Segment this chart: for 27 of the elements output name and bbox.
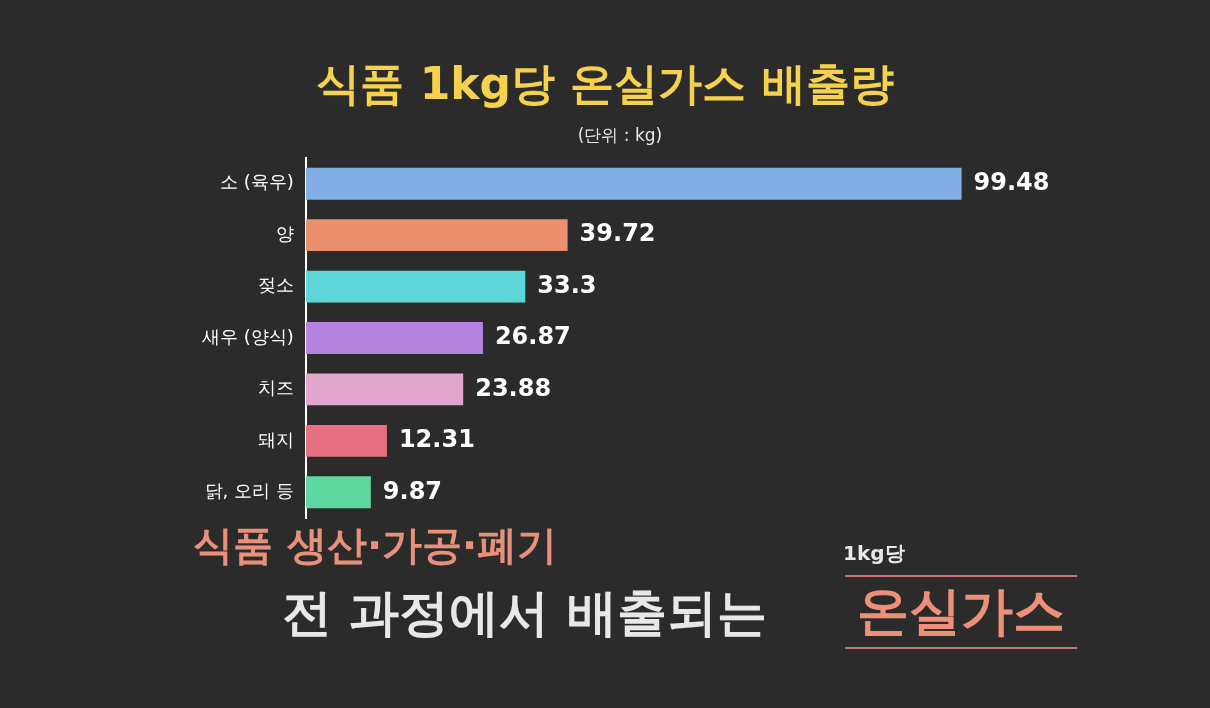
y-tick-label: 새우 (양식) — [201, 325, 294, 347]
data-label: 12.31 — [398, 425, 475, 454]
chart-subtitle: (단위 : kg) — [576, 124, 664, 147]
data-label: 23.88 — [475, 373, 552, 402]
bar — [305, 167, 962, 200]
data-label: 9.87 — [382, 476, 443, 505]
bar — [305, 322, 483, 354]
text: 온실가스 — [845, 575, 1077, 649]
y-tick-label: 닭, 오리 등 — [204, 479, 294, 501]
text: 전 과정에서 배출되는 — [282, 583, 767, 644]
data-label: 26.87 — [494, 322, 571, 351]
bar — [305, 219, 568, 252]
data-label: 33.3 — [537, 270, 597, 299]
bar — [305, 270, 526, 303]
y-tick-label: 돼지 — [257, 428, 294, 450]
bar — [305, 424, 387, 457]
bar — [305, 373, 464, 406]
y-tick-label: 소 (육우) — [219, 171, 294, 193]
text: 1kg당 — [843, 540, 905, 567]
y-tick-label: 젖소 — [257, 274, 294, 296]
y-tick-label: 치즈 — [257, 377, 294, 399]
chart-title: 식품 1kg당 온실가스 배출량 — [315, 57, 895, 111]
data-label: 39.72 — [579, 219, 656, 248]
data-label: 99.48 — [973, 167, 1050, 196]
text: 식품 생산·가공·폐기 — [193, 521, 558, 570]
y-tick-label: 양 — [275, 222, 294, 244]
bar — [305, 476, 371, 509]
